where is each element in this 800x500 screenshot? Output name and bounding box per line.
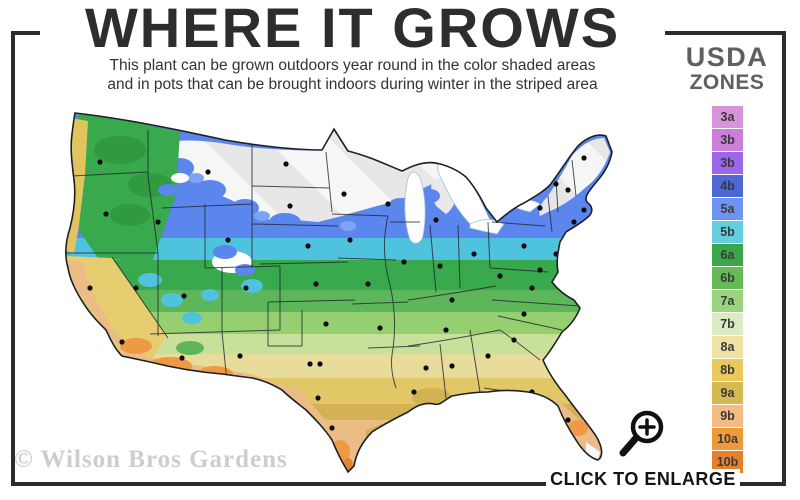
legend-zone-chip: 10b — [712, 451, 743, 473]
city-dot — [521, 311, 527, 317]
city-dot — [179, 355, 185, 361]
legend-zone-chip: 5a — [712, 198, 743, 220]
legend-zone-chip: 9b — [712, 405, 743, 427]
city-dot — [565, 417, 571, 423]
city-dot — [537, 205, 543, 211]
city-dot — [511, 337, 517, 343]
city-dot — [243, 285, 249, 291]
legend-zone-chip: 3b — [712, 129, 743, 151]
legend-zone-chip: 4b — [712, 175, 743, 197]
city-dot — [305, 243, 311, 249]
city-dot — [225, 237, 231, 243]
city-dot — [155, 219, 161, 225]
city-dot — [449, 363, 455, 369]
us-outline — [65, 112, 613, 474]
legend-zone-chip: 5b — [712, 221, 743, 243]
city-dot — [97, 159, 103, 165]
city-dot — [385, 201, 391, 207]
city-dot — [87, 285, 93, 291]
city-dot — [553, 181, 559, 187]
great-lakes — [404, 163, 541, 244]
city-dot — [581, 155, 587, 161]
subtitle-line-1: This plant can be grown outdoors year ro… — [109, 57, 596, 74]
usda-zone-legend: 3a 3b 3b 4b 5a 5b 6a 6b 7a 7b 8a 8b 9a 9b 10a 10b — [712, 106, 743, 474]
city-dot — [529, 285, 535, 291]
click-to-enlarge-label[interactable]: CLICK TO ENLARGE — [546, 469, 740, 498]
legend-zone-chip: 10a — [712, 428, 743, 450]
city-dot — [341, 191, 347, 197]
title-block: WHERE IT GROWS This plant can be grown o… — [40, 0, 665, 96]
city-dot — [377, 325, 383, 331]
usda-zones-heading: USDA ZONES — [676, 42, 778, 95]
city-dot — [133, 285, 139, 291]
city-dot — [205, 169, 211, 175]
legend-zone-chip: 6b — [712, 267, 743, 289]
city-dot — [565, 187, 571, 193]
city-dot — [485, 353, 491, 359]
city-dot — [411, 389, 417, 395]
legend-zone-chip: 3b — [712, 152, 743, 174]
usda-label: USDA — [685, 42, 769, 72]
city-dot — [449, 297, 455, 303]
magnifier-plus-icon[interactable] — [616, 406, 670, 464]
page-title: WHERE IT GROWS — [84, 0, 621, 59]
legend-zone-chip: 7b — [712, 313, 743, 335]
city-dot — [581, 207, 587, 213]
legend-zone-chip: 9a — [712, 382, 743, 404]
city-dot — [401, 259, 407, 265]
zones-label: ZONES — [689, 71, 765, 94]
city-dot — [537, 267, 543, 273]
legend-zone-chip: 3a — [712, 106, 743, 128]
city-dot — [237, 353, 243, 359]
city-dot — [433, 217, 439, 223]
city-dot — [571, 219, 577, 225]
city-dot — [497, 273, 503, 279]
city-dot — [181, 293, 187, 299]
city-dot — [365, 281, 371, 287]
city-dot — [521, 243, 527, 249]
city-dot — [307, 361, 313, 367]
city-dot — [313, 281, 319, 287]
legend-zone-chip: 7a — [712, 290, 743, 312]
usda-zone-map[interactable] — [20, 100, 680, 485]
city-dot — [347, 237, 353, 243]
legend-zone-chip: 8a — [712, 336, 743, 358]
city-dot — [283, 161, 289, 167]
usa-map-svg[interactable] — [20, 100, 680, 485]
click-to-enlarge-control[interactable]: CLICK TO ENLARGE — [543, 406, 743, 498]
city-dot — [329, 425, 335, 431]
city-dot — [317, 361, 323, 367]
legend-zone-chip: 8b — [712, 359, 743, 381]
city-dot — [443, 327, 449, 333]
city-dot — [423, 365, 429, 371]
city-dot — [471, 251, 477, 257]
city-dot — [315, 395, 321, 401]
city-dot — [323, 321, 329, 327]
city-dot — [119, 339, 125, 345]
city-dot — [287, 203, 293, 209]
subtitle-line-2: and in pots that can be brought indoors … — [107, 76, 598, 93]
city-dot — [437, 263, 443, 269]
city-dot — [103, 211, 109, 217]
watermark-copyright: © Wilson Bros Gardens — [14, 446, 288, 473]
city-dots — [87, 155, 587, 431]
legend-zone-chip: 6a — [712, 244, 743, 266]
